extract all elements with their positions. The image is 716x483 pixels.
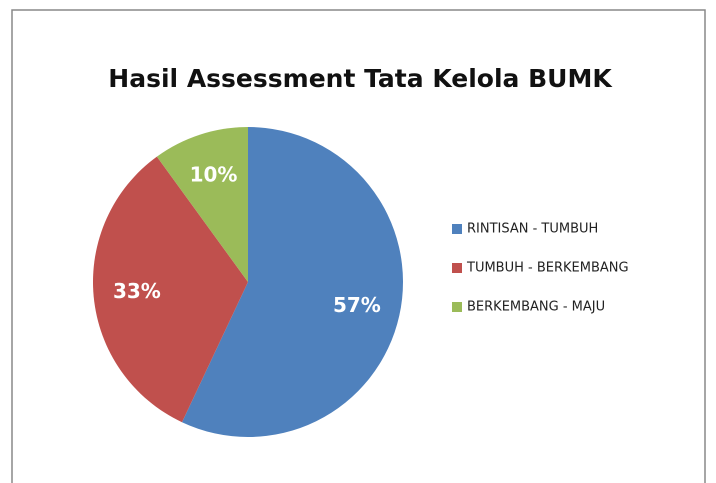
- chart-title: Hasil Assessment Tata Kelola BUMK: [108, 64, 613, 93]
- data-label: 33%: [113, 279, 161, 303]
- legend-swatch: [452, 263, 462, 273]
- legend-label: BERKEMBANG - MAJU: [467, 300, 605, 315]
- chart-frame: [11, 9, 706, 483]
- pie-slice: [182, 127, 403, 437]
- legend-label: TUMBUH - BERKEMBANG: [466, 261, 629, 276]
- legend-swatch: [452, 224, 462, 234]
- legend-swatch: [452, 302, 462, 312]
- pie-slice: [156, 127, 248, 282]
- data-label: 57%: [333, 293, 381, 317]
- pie-slice: [92, 156, 248, 423]
- data-label: 10%: [190, 162, 238, 186]
- legend-label: RINTISAN - TUMBUH: [467, 222, 598, 237]
